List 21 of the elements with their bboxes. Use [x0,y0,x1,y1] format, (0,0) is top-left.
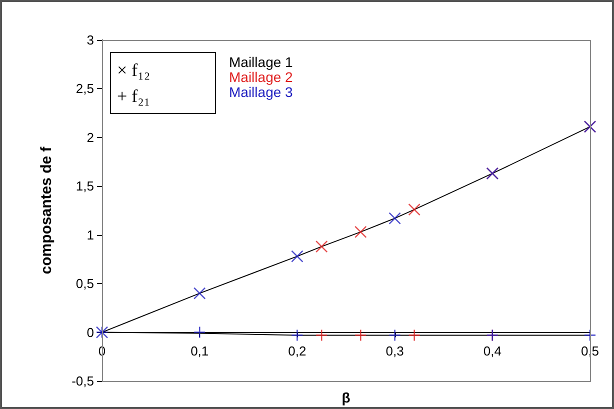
x-tick-label: 0,4 [483,343,502,358]
y-tick-label: 1,5 [76,178,94,194]
y-tick-label: 3 [86,32,94,48]
text: Maillage 3 [229,84,294,100]
y-tick-label: 2,5 [76,81,94,96]
x-tick-label: 0,5 [580,343,600,358]
y-tick-label: -0,5 [72,374,94,388]
x-tick-label: 0,3 [386,343,404,358]
y-tick-label: 1 [86,227,94,242]
x-tick-label: 0,1 [190,343,209,358]
y-axis-title: composantes de f [38,146,55,274]
y-tick-label: 2 [86,130,94,145]
y-tick-label: 0,5 [76,276,94,292]
annotation: + f₂₁ [117,85,152,108]
annotation: × f₁₂ [117,59,152,82]
key-box: × f₁₂ + f₂₁ [110,52,216,114]
x-tick-label: 0,2 [288,343,306,358]
x-axis-title: β [342,389,351,406]
text: Maillage 1 [229,54,294,70]
text: Maillage 2 [229,69,294,85]
y-tick-label: 0 [86,324,94,340]
